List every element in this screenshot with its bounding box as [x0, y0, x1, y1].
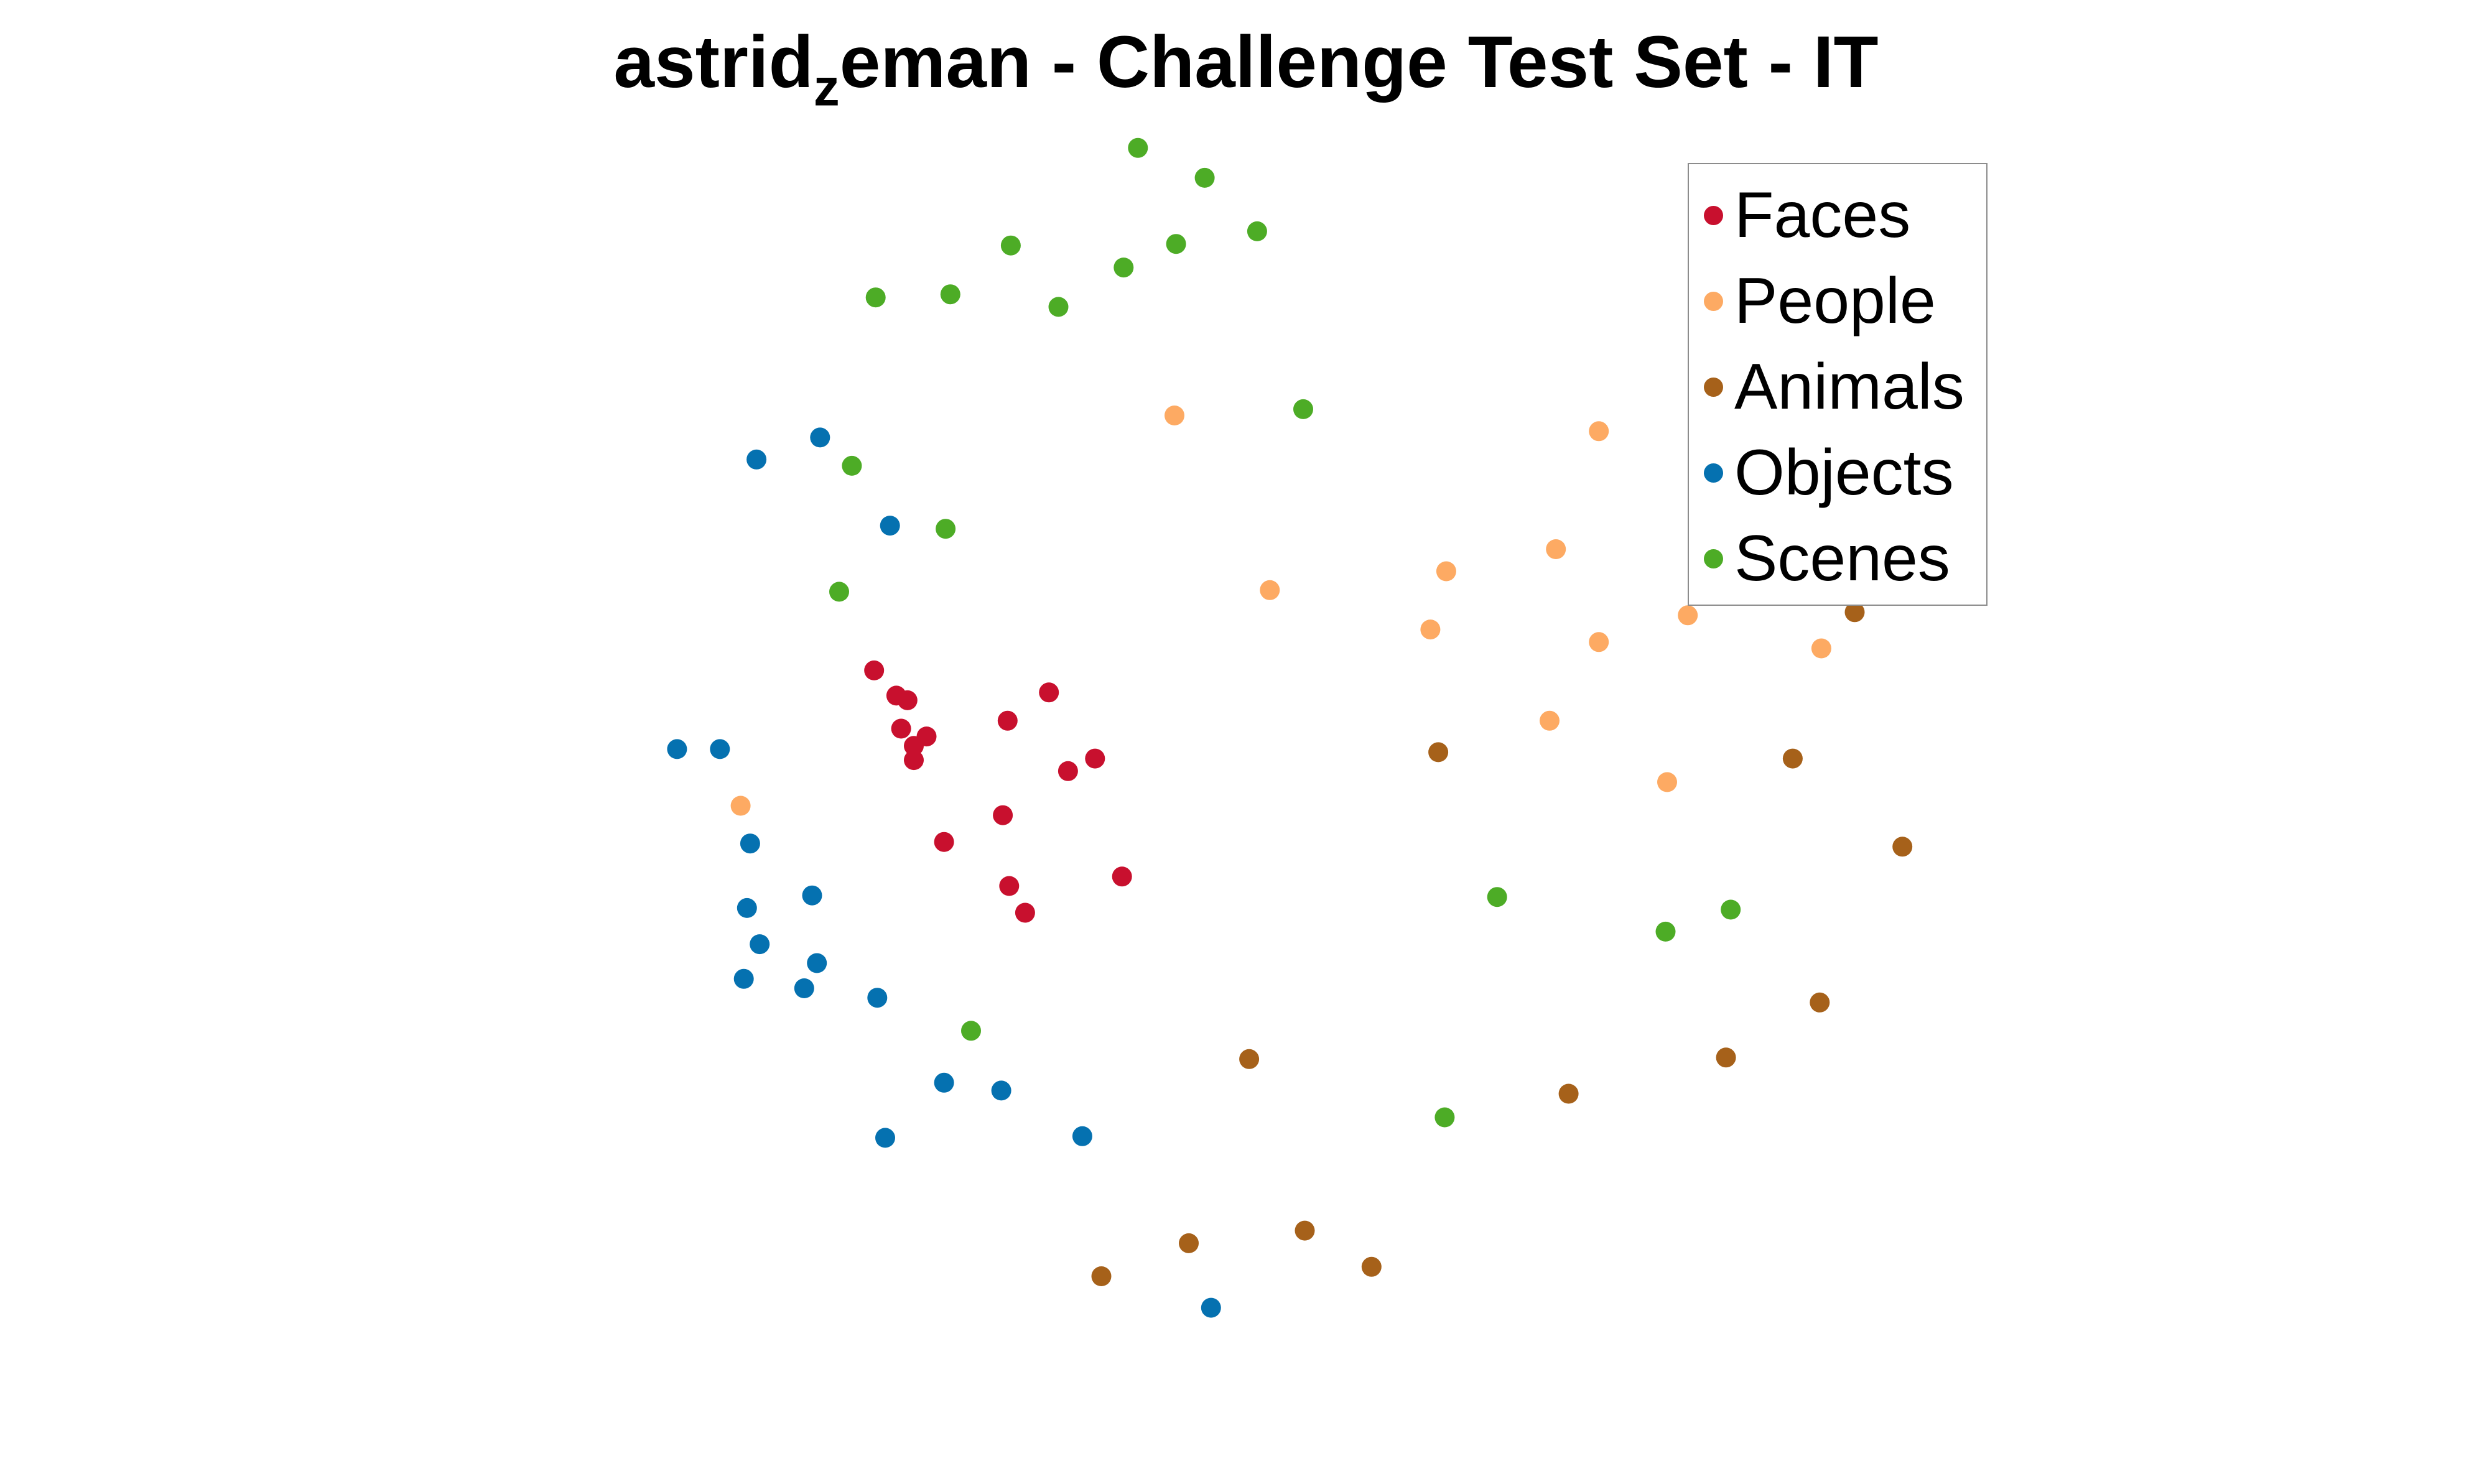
chart-title: astridzeman - Challenge Test Set - IT: [0, 19, 2492, 113]
point-scenes-17: [1434, 1107, 1455, 1128]
point-scenes-5: [1113, 257, 1134, 278]
point-people-9: [1540, 710, 1560, 731]
point-faces-2: [897, 690, 918, 710]
legend-item-people: People: [1689, 257, 1986, 345]
point-people-5: [1420, 619, 1441, 640]
point-scenes-6: [865, 287, 886, 308]
point-faces-0: [864, 660, 885, 680]
point-people-6: [1678, 605, 1698, 626]
point-people-10: [1657, 772, 1677, 792]
point-faces-9: [1085, 748, 1105, 769]
point-objects-3: [667, 739, 687, 759]
point-objects-4: [710, 739, 730, 759]
point-people-0: [1165, 406, 1184, 425]
point-objects-17: [1201, 1297, 1221, 1318]
point-objects-2: [880, 516, 900, 536]
point-scenes-14: [1721, 899, 1741, 920]
point-scenes-12: [829, 582, 849, 602]
point-animals-9: [1179, 1233, 1199, 1253]
point-people-1: [1589, 421, 1609, 442]
legend-marker-faces: [1704, 205, 1723, 225]
point-objects-12: [867, 988, 888, 1008]
legend-item-animals: Animals: [1689, 343, 1986, 430]
point-objects-6: [802, 885, 822, 906]
point-faces-3: [891, 718, 911, 739]
legend-item-objects: Objects: [1689, 429, 1986, 516]
point-people-4: [1260, 580, 1280, 600]
point-objects-14: [991, 1080, 1011, 1101]
legend-label-people: People: [1734, 265, 1936, 337]
point-animals-6: [1716, 1047, 1736, 1068]
point-animals-2: [1782, 748, 1803, 769]
point-scenes-10: [842, 455, 862, 476]
point-people-11: [730, 795, 751, 816]
point-faces-10: [1058, 761, 1078, 781]
point-scenes-1: [1194, 167, 1215, 188]
chart-title-prefix: astrid: [613, 21, 814, 103]
point-objects-5: [740, 833, 760, 854]
point-scenes-16: [961, 1021, 981, 1041]
legend-label-scenes: Scenes: [1734, 522, 1950, 595]
point-animals-5: [1239, 1049, 1260, 1069]
point-animals-8: [1295, 1220, 1315, 1241]
point-objects-15: [875, 1128, 895, 1148]
point-animals-11: [1091, 1266, 1112, 1286]
point-scenes-8: [1048, 297, 1069, 317]
point-faces-12: [934, 832, 954, 852]
point-people-3: [1436, 561, 1456, 582]
point-scenes-15: [1655, 921, 1676, 942]
point-people-7: [1589, 632, 1609, 652]
legend-item-faces: Faces: [1689, 172, 1986, 259]
point-animals-10: [1361, 1256, 1382, 1277]
point-animals-3: [1892, 837, 1913, 857]
point-faces-15: [1015, 902, 1035, 923]
point-scenes-0: [1128, 137, 1148, 158]
legend-marker-scenes: [1704, 549, 1723, 568]
point-objects-1: [810, 427, 830, 448]
point-faces-6: [904, 750, 924, 771]
legend-label-animals: Animals: [1734, 351, 1964, 423]
point-animals-7: [1558, 1083, 1579, 1104]
point-animals-0: [1844, 602, 1865, 623]
point-scenes-3: [1166, 234, 1186, 254]
legend-marker-objects: [1704, 463, 1723, 483]
point-objects-13: [934, 1072, 954, 1093]
point-scenes-11: [936, 519, 956, 539]
chart-title-subscript: z: [813, 58, 840, 117]
point-objects-10: [733, 968, 754, 989]
legend-label-objects: Objects: [1734, 437, 1954, 509]
point-objects-8: [750, 934, 770, 955]
point-objects-11: [794, 978, 814, 998]
legend-marker-people: [1704, 291, 1723, 311]
point-faces-7: [997, 710, 1018, 731]
point-objects-9: [807, 953, 827, 973]
point-faces-14: [999, 876, 1020, 896]
point-scenes-9: [1293, 399, 1313, 419]
legend-item-scenes: Scenes: [1689, 515, 1986, 602]
point-objects-7: [737, 897, 757, 918]
point-scenes-13: [1487, 887, 1507, 907]
legend: Faces People Animals Objects Scenes: [1688, 163, 1988, 606]
point-faces-13: [1112, 866, 1132, 887]
point-people-8: [1811, 638, 1831, 659]
point-scenes-4: [1000, 235, 1021, 256]
point-scenes-2: [1247, 221, 1267, 241]
point-objects-0: [746, 449, 767, 470]
point-faces-11: [993, 805, 1013, 825]
legend-label-faces: Faces: [1734, 179, 1911, 251]
point-people-2: [1546, 539, 1566, 559]
chart-title-suffix: eman - Challenge Test Set - IT: [839, 21, 1879, 103]
point-scenes-7: [940, 284, 960, 305]
point-animals-1: [1428, 742, 1449, 763]
point-faces-5: [916, 726, 937, 747]
point-animals-4: [1810, 992, 1830, 1013]
legend-marker-animals: [1704, 377, 1723, 397]
point-objects-16: [1072, 1126, 1092, 1146]
point-faces-8: [1039, 682, 1059, 703]
